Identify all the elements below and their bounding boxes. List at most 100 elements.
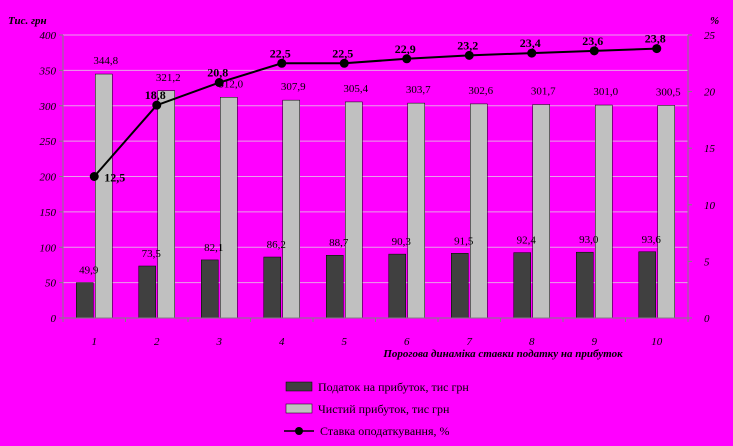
data-label-rate: 22,5 — [332, 46, 353, 60]
x-tick-label: 3 — [216, 336, 223, 348]
legend: Податок на прибуток, тис грн Чистий приб… — [284, 380, 469, 438]
y-tick-label: 300 — [39, 101, 57, 113]
bar-tax — [326, 254, 344, 319]
rate-point — [652, 44, 662, 54]
bar-profit — [220, 97, 238, 319]
rate-point — [214, 78, 224, 88]
bar-profit — [657, 105, 675, 319]
data-label-tax: 86,2 — [267, 239, 286, 251]
bar-tax — [388, 253, 406, 319]
x-tick-label: 5 — [342, 336, 348, 348]
data-label-rate: 23,2 — [457, 38, 478, 52]
bar-profit — [345, 101, 363, 319]
y-tick-label: 100 — [40, 242, 57, 254]
data-label-tax: 73,5 — [142, 248, 162, 260]
data-label-tax: 82,1 — [204, 242, 223, 254]
bar-profit — [95, 73, 113, 319]
legend-swatch-profit — [285, 403, 313, 414]
data-label-tax: 91,5 — [454, 235, 474, 247]
data-label-profit: 300,5 — [656, 86, 681, 98]
y2-tick-label: 25 — [704, 30, 716, 42]
data-label-rate: 23,4 — [520, 36, 541, 50]
data-label-tax: 93,0 — [579, 234, 599, 246]
x-tick-label: 10 — [651, 336, 663, 348]
rate-point — [277, 58, 287, 68]
y-tick-label: 200 — [40, 172, 57, 184]
data-label-profit: 301,7 — [531, 86, 556, 98]
x-tick-label: 8 — [529, 336, 535, 348]
y-tick-label: 0 — [51, 313, 57, 325]
data-label-tax: 92,4 — [517, 235, 537, 247]
data-label-rate: 20,8 — [207, 66, 228, 80]
data-label-rate: 23,6 — [582, 34, 603, 48]
bar-tax — [576, 251, 594, 319]
bar-tax — [138, 265, 156, 319]
rate-point — [89, 172, 99, 181]
data-label-profit: 303,7 — [406, 84, 431, 96]
bar-tax — [451, 253, 469, 319]
data-label-rate: 12,5 — [104, 171, 125, 185]
rate-line — [93, 47, 657, 178]
bar-tax — [513, 252, 531, 319]
y-axis-title: Тис. грн — [8, 15, 47, 27]
x-tick-label: 1 — [92, 336, 98, 348]
legend-label-profit: Чистий прибуток, тис грн — [318, 402, 450, 416]
data-label-rate: 22,5 — [270, 46, 291, 60]
rate-point — [464, 50, 474, 60]
data-label-profit: 302,6 — [468, 85, 493, 97]
data-label-profit: 305,4 — [343, 83, 368, 95]
bar-profit — [282, 99, 300, 319]
legend-label-tax: Податок на прибуток, тис грн — [318, 380, 469, 394]
legend-swatch-tax — [285, 381, 313, 392]
legend-label-rate: Ставка оподаткування, % — [320, 424, 450, 438]
rate-point — [152, 100, 162, 110]
data-label-tax: 49,9 — [79, 265, 99, 277]
bar-profit — [470, 103, 488, 319]
rate-point — [402, 54, 412, 64]
x-tick-label: 2 — [154, 336, 160, 348]
y-tick-label: 400 — [40, 30, 57, 42]
labels-layer: 49,9 344,8 73,5 321,2 82,1 312,0 86,2 307,9 88,7… — [79, 32, 681, 277]
x-tick-label: 4 — [279, 336, 285, 348]
y-tick-label: 50 — [45, 278, 57, 290]
data-label-rate: 18,8 — [145, 88, 166, 102]
bar-tax — [263, 256, 281, 319]
y-tick-label: 250 — [40, 136, 57, 148]
rate-point — [589, 46, 599, 56]
data-label-profit: 312,0 — [218, 78, 243, 90]
y2-tick-label: 15 — [704, 143, 716, 155]
x-tick-label: 7 — [467, 336, 473, 348]
y2-tick-label: 10 — [704, 200, 716, 212]
legend-marker-rate — [295, 427, 303, 435]
x-axis-title: Порогова динаміка ставки податку на приб… — [382, 348, 623, 360]
bar-profit — [595, 104, 613, 319]
y2-tick-label: 5 — [704, 256, 710, 268]
bar-profit — [157, 90, 175, 319]
data-label-rate: 23,8 — [645, 32, 666, 46]
bar-profit — [407, 102, 425, 319]
data-label-profit: 301,0 — [593, 86, 618, 98]
axes-layer: 0 50 100 150 200 250 300 350 400 0 5 10 15 20 25 1 2 3 4 5 6… — [39, 30, 716, 348]
data-label-profit: 321,2 — [156, 72, 181, 84]
rate-point — [339, 58, 349, 68]
x-tick-label: 6 — [404, 336, 410, 348]
y-tick-label: 150 — [40, 207, 57, 219]
y2-axis-title: % — [710, 15, 719, 27]
y2-tick-label: 0 — [704, 313, 710, 325]
data-label-rate: 22,9 — [395, 42, 416, 56]
y2-tick-label: 20 — [704, 87, 716, 99]
line-layer — [89, 44, 662, 181]
y-tick-label: 350 — [39, 65, 57, 77]
x-tick-label: 9 — [592, 336, 598, 348]
bar-tax — [201, 259, 219, 319]
rate-point — [527, 48, 537, 58]
data-label-profit: 344,8 — [93, 55, 118, 67]
bar-tax — [638, 251, 656, 319]
bar-tax — [76, 282, 94, 319]
data-label-tax: 93,6 — [642, 234, 662, 246]
bar-profit — [532, 104, 550, 319]
data-label-tax: 90,3 — [392, 236, 412, 248]
data-label-tax: 88,7 — [329, 237, 349, 249]
data-label-profit: 307,9 — [281, 81, 306, 93]
